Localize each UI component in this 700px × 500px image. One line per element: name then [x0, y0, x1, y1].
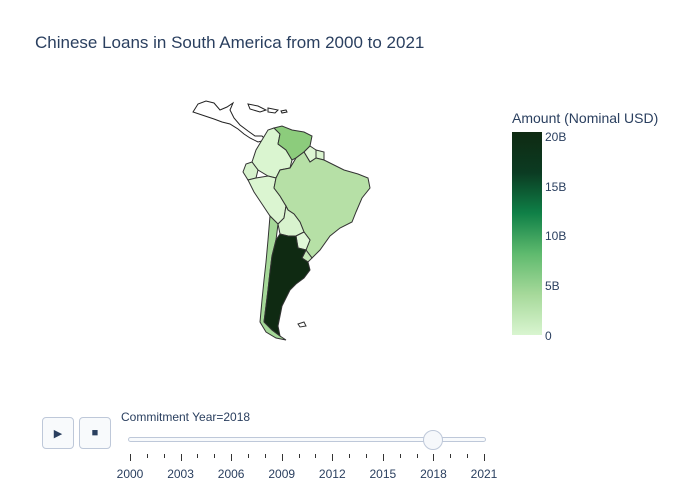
slider-tick-label[interactable]: 2009 [268, 467, 296, 481]
slider-tick [214, 454, 216, 458]
slider-tick [349, 454, 351, 458]
slider-tick [298, 454, 300, 458]
slider-tick-label[interactable]: 2003 [167, 467, 194, 481]
slider-tick-label[interactable]: 2015 [369, 467, 397, 481]
slider-tick [366, 454, 367, 458]
region-argentina[interactable] [263, 233, 311, 338]
slider-tick [281, 454, 283, 461]
slider-tick [163, 454, 165, 458]
slider-tick [231, 454, 233, 461]
slider-tick [146, 454, 148, 458]
region-falklands [297, 321, 307, 328]
slider-tick [332, 454, 334, 461]
slider-tick [197, 454, 199, 458]
colorbar-tick: 20B [545, 130, 567, 144]
slider-tick [484, 454, 485, 461]
slider-tick-label[interactable]: 2000 [116, 467, 144, 481]
slider-tick [264, 454, 266, 458]
play-icon: ▶ [53, 427, 63, 440]
slider-tick-label[interactable]: 2021 [470, 467, 498, 481]
slider-tick [248, 454, 249, 458]
slider-tick [130, 454, 131, 461]
stop-button[interactable]: ■ [79, 417, 111, 449]
slider-tick [315, 454, 317, 458]
slider-tick-label[interactable]: 2006 [217, 467, 245, 481]
colorbar [512, 132, 542, 335]
stop-icon: ■ [91, 427, 99, 439]
slider-tick-label[interactable]: 2012 [318, 467, 346, 481]
slider-tick [450, 454, 452, 458]
slider-tick [467, 454, 469, 458]
play-button[interactable]: ▶ [42, 417, 74, 449]
slider-tick [180, 454, 182, 461]
slider-current-label: Commitment Year=2018 [121, 410, 251, 424]
colorbar-tick: 10B [545, 229, 567, 243]
colorbar-title: Amount (Nominal USD) [512, 110, 659, 126]
slider-tick [416, 454, 418, 458]
slider-tick-label[interactable]: 2018 [420, 467, 447, 481]
slider-tick [433, 454, 435, 461]
year-slider-rail[interactable] [128, 437, 486, 442]
slider-tick [399, 454, 401, 458]
year-slider-handle[interactable] [423, 430, 444, 450]
colorbar-tick: 15B [545, 180, 567, 194]
colorbar-tick: 5B [545, 279, 560, 293]
slider-tick [382, 454, 384, 461]
colorbar-tick: 0 [545, 329, 552, 343]
chart-title: Chinese Loans in South America from 2000… [35, 33, 425, 52]
